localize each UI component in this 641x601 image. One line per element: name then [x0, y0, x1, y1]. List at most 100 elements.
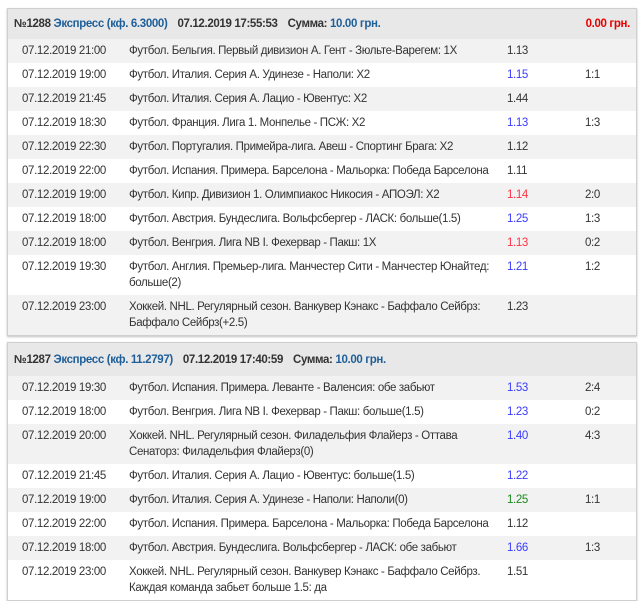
event-date: 07.12.2019 18:00 — [22, 213, 106, 225]
bet-row: 07.12.2019 18:00 Футбол. Австрия. Бундесл… — [8, 207, 636, 231]
event-date: 07.12.2019 21:45 — [22, 470, 106, 482]
bet-row: 07.12.2019 23:00 Хоккей. NHL. Регулярный … — [8, 295, 636, 335]
event-odds: 1.13 — [507, 237, 528, 249]
bet-row: 07.12.2019 18:00 Футбол. Венгрия. Лига NB… — [8, 231, 636, 255]
bet-card: №1288 Экспресс (кф. 6.3000) 07.12.2019 17… — [7, 8, 637, 336]
event-date: 07.12.2019 20:00 — [22, 430, 106, 442]
bet-row: 07.12.2019 18:00 Футбол. Венгрия. Лига NB… — [8, 400, 636, 424]
event-date: 07.12.2019 22:30 — [22, 141, 106, 153]
event-description: Футбол. Венгрия. Лига NB I. Фехервар - П… — [129, 237, 377, 249]
event-score: 1:3 — [585, 542, 600, 554]
sum-value: 10.00 грн. — [335, 353, 386, 366]
event-date: 07.12.2019 19:00 — [22, 69, 106, 81]
event-odds: 1.53 — [507, 382, 528, 394]
event-odds: 1.22 — [507, 470, 528, 482]
event-odds: 1.15 — [507, 69, 528, 81]
event-date: 07.12.2019 19:00 — [22, 189, 106, 201]
bet-row: 07.12.2019 19:00 Футбол. Италия. Серия А.… — [8, 488, 636, 512]
bet-row: 07.12.2019 19:00 Футбол. Италия. Серия А.… — [8, 63, 636, 87]
event-date: 07.12.2019 22:00 — [22, 165, 106, 177]
event-odds: 1.14 — [507, 189, 528, 201]
event-score — [585, 163, 636, 179]
bet-row: 07.12.2019 22:00 Футбол. Испания. Примера… — [8, 512, 636, 536]
event-description: Футбол. Кипр. Дивизион 1. Олимпиакос Ник… — [129, 189, 440, 201]
bet-row: 07.12.2019 22:30 Футбол. Португалия. Прим… — [8, 135, 636, 159]
bet-row: 07.12.2019 19:00 Футбол. Кипр. Дивизион 1… — [8, 183, 636, 207]
event-odds: 1.25 — [507, 213, 528, 225]
event-odds: 1.13 — [507, 45, 528, 57]
bet-row: 07.12.2019 21:45 Футбол. Италия. Серия А.… — [8, 464, 636, 488]
bet-type[interactable]: Экспресс (кф. 11.2797) — [53, 353, 174, 366]
bet-row: 07.12.2019 21:00 Футбол. Бельгия. Первый … — [8, 39, 636, 63]
event-odds: 1.25 — [507, 494, 528, 506]
bet-row: 07.12.2019 23:00 Хоккей. NHL. Регулярный … — [8, 560, 636, 600]
bet-header: №1288 Экспресс (кф. 6.3000) 07.12.2019 17… — [8, 9, 636, 39]
sum-label: Сумма: — [287, 18, 328, 30]
event-score: 1:3 — [585, 213, 600, 225]
bet-row: 07.12.2019 22:00 Футбол. Испания. Примера… — [8, 159, 636, 183]
event-date: 07.12.2019 19:00 — [22, 494, 106, 506]
event-score: 0:2 — [585, 237, 600, 249]
event-description: Футбол. Бельгия. Первый дивизион А. Гент… — [129, 45, 457, 57]
event-description: Футбол. Италия. Серия А. Лацио - Ювентус… — [129, 93, 367, 105]
event-score — [585, 299, 636, 331]
bet-datetime: 07.12.2019 17:40:59 — [182, 353, 283, 366]
event-odds: 1.40 — [507, 430, 528, 442]
bet-type[interactable]: Экспресс (кф. 6.3000) — [53, 18, 168, 30]
event-date: 07.12.2019 18:00 — [22, 542, 106, 554]
bet-header: №1287 Экспресс (кф. 11.2797) 07.12.2019 1… — [8, 343, 636, 376]
bet-row: 07.12.2019 19:30 Футбол. Англия. Премьер-… — [8, 255, 636, 295]
event-odds: 1.23 — [507, 301, 528, 313]
event-date: 07.12.2019 18:00 — [22, 237, 106, 249]
bet-card: №1287 Экспресс (кф. 11.2797) 07.12.2019 1… — [7, 342, 637, 601]
event-description: Футбол. Португалия. Примейра-лига. Авеш … — [129, 141, 454, 153]
event-odds: 1.11 — [507, 165, 528, 177]
event-odds: 1.66 — [507, 542, 528, 554]
event-score — [585, 91, 636, 107]
bet-number: №1287 — [14, 353, 51, 366]
event-score — [585, 516, 636, 532]
event-date: 07.12.2019 23:00 — [22, 301, 106, 313]
event-description: Футбол. Испания. Примера. Леванте - Вале… — [129, 382, 435, 394]
event-date: 07.12.2019 22:00 — [22, 518, 106, 530]
event-description: Футбол. Австрия. Бундеслига. Вольфсберге… — [129, 213, 461, 225]
event-description: Футбол. Италия. Серия А. Лацио - Ювентус… — [129, 470, 415, 482]
event-date: 07.12.2019 19:30 — [22, 382, 106, 394]
event-description: Футбол. Испания. Примера. Барселона - Ма… — [129, 518, 489, 530]
bet-row: 07.12.2019 18:30 Футбол. Франция. Лига 1.… — [8, 111, 636, 135]
event-description: Футбол. Испания. Примера. Барселона - Ма… — [129, 165, 489, 177]
event-description: Хоккей. NHL. Регулярный сезон. Ванкувер … — [129, 301, 481, 329]
bet-row: 07.12.2019 21:45 Футбол. Италия. Серия А.… — [8, 87, 636, 111]
bet-datetime: 07.12.2019 17:55:53 — [177, 18, 278, 30]
event-odds: 1.51 — [507, 566, 528, 578]
event-description: Футбол. Венгрия. Лига NB I. Фехервар - П… — [129, 406, 424, 418]
event-odds: 1.21 — [507, 261, 528, 273]
event-odds: 1.12 — [507, 141, 528, 153]
event-date: 07.12.2019 21:00 — [22, 45, 106, 57]
event-score: 4:3 — [585, 430, 600, 442]
event-score: 2:4 — [585, 382, 600, 394]
event-description: Футбол. Австрия. Бундеслига. Вольфсберге… — [129, 542, 457, 554]
win-amount: 0.00 грн. — [585, 18, 631, 30]
event-description: Футбол. Франция. Лига 1. Монпелье - ПСЖ:… — [129, 117, 366, 129]
event-odds: 1.44 — [507, 93, 528, 105]
event-date: 07.12.2019 21:45 — [22, 93, 106, 105]
bet-row: 07.12.2019 20:00 Хоккей. NHL. Регулярный … — [8, 424, 636, 464]
event-score: 2:0 — [585, 189, 600, 201]
bet-number: №1288 — [14, 18, 51, 30]
event-score: 0:2 — [585, 406, 600, 418]
event-score — [585, 139, 636, 155]
event-score — [585, 43, 636, 59]
event-score — [585, 468, 636, 484]
event-date: 07.12.2019 19:30 — [22, 261, 106, 273]
event-date: 07.12.2019 18:00 — [22, 406, 106, 418]
event-score — [585, 564, 636, 596]
event-score: 1:1 — [585, 494, 600, 506]
event-description: Футбол. Италия. Серия А. Удинезе - Напол… — [129, 494, 408, 506]
bet-row: 07.12.2019 19:30 Футбол. Испания. Примера… — [8, 376, 636, 400]
event-description: Футбол. Англия. Премьер-лига. Манчестер … — [129, 261, 490, 289]
event-odds: 1.13 — [507, 117, 528, 129]
event-odds: 1.23 — [507, 406, 528, 418]
event-description: Хоккей. NHL. Регулярный сезон. Филадельф… — [129, 430, 458, 458]
event-odds: 1.12 — [507, 518, 528, 530]
